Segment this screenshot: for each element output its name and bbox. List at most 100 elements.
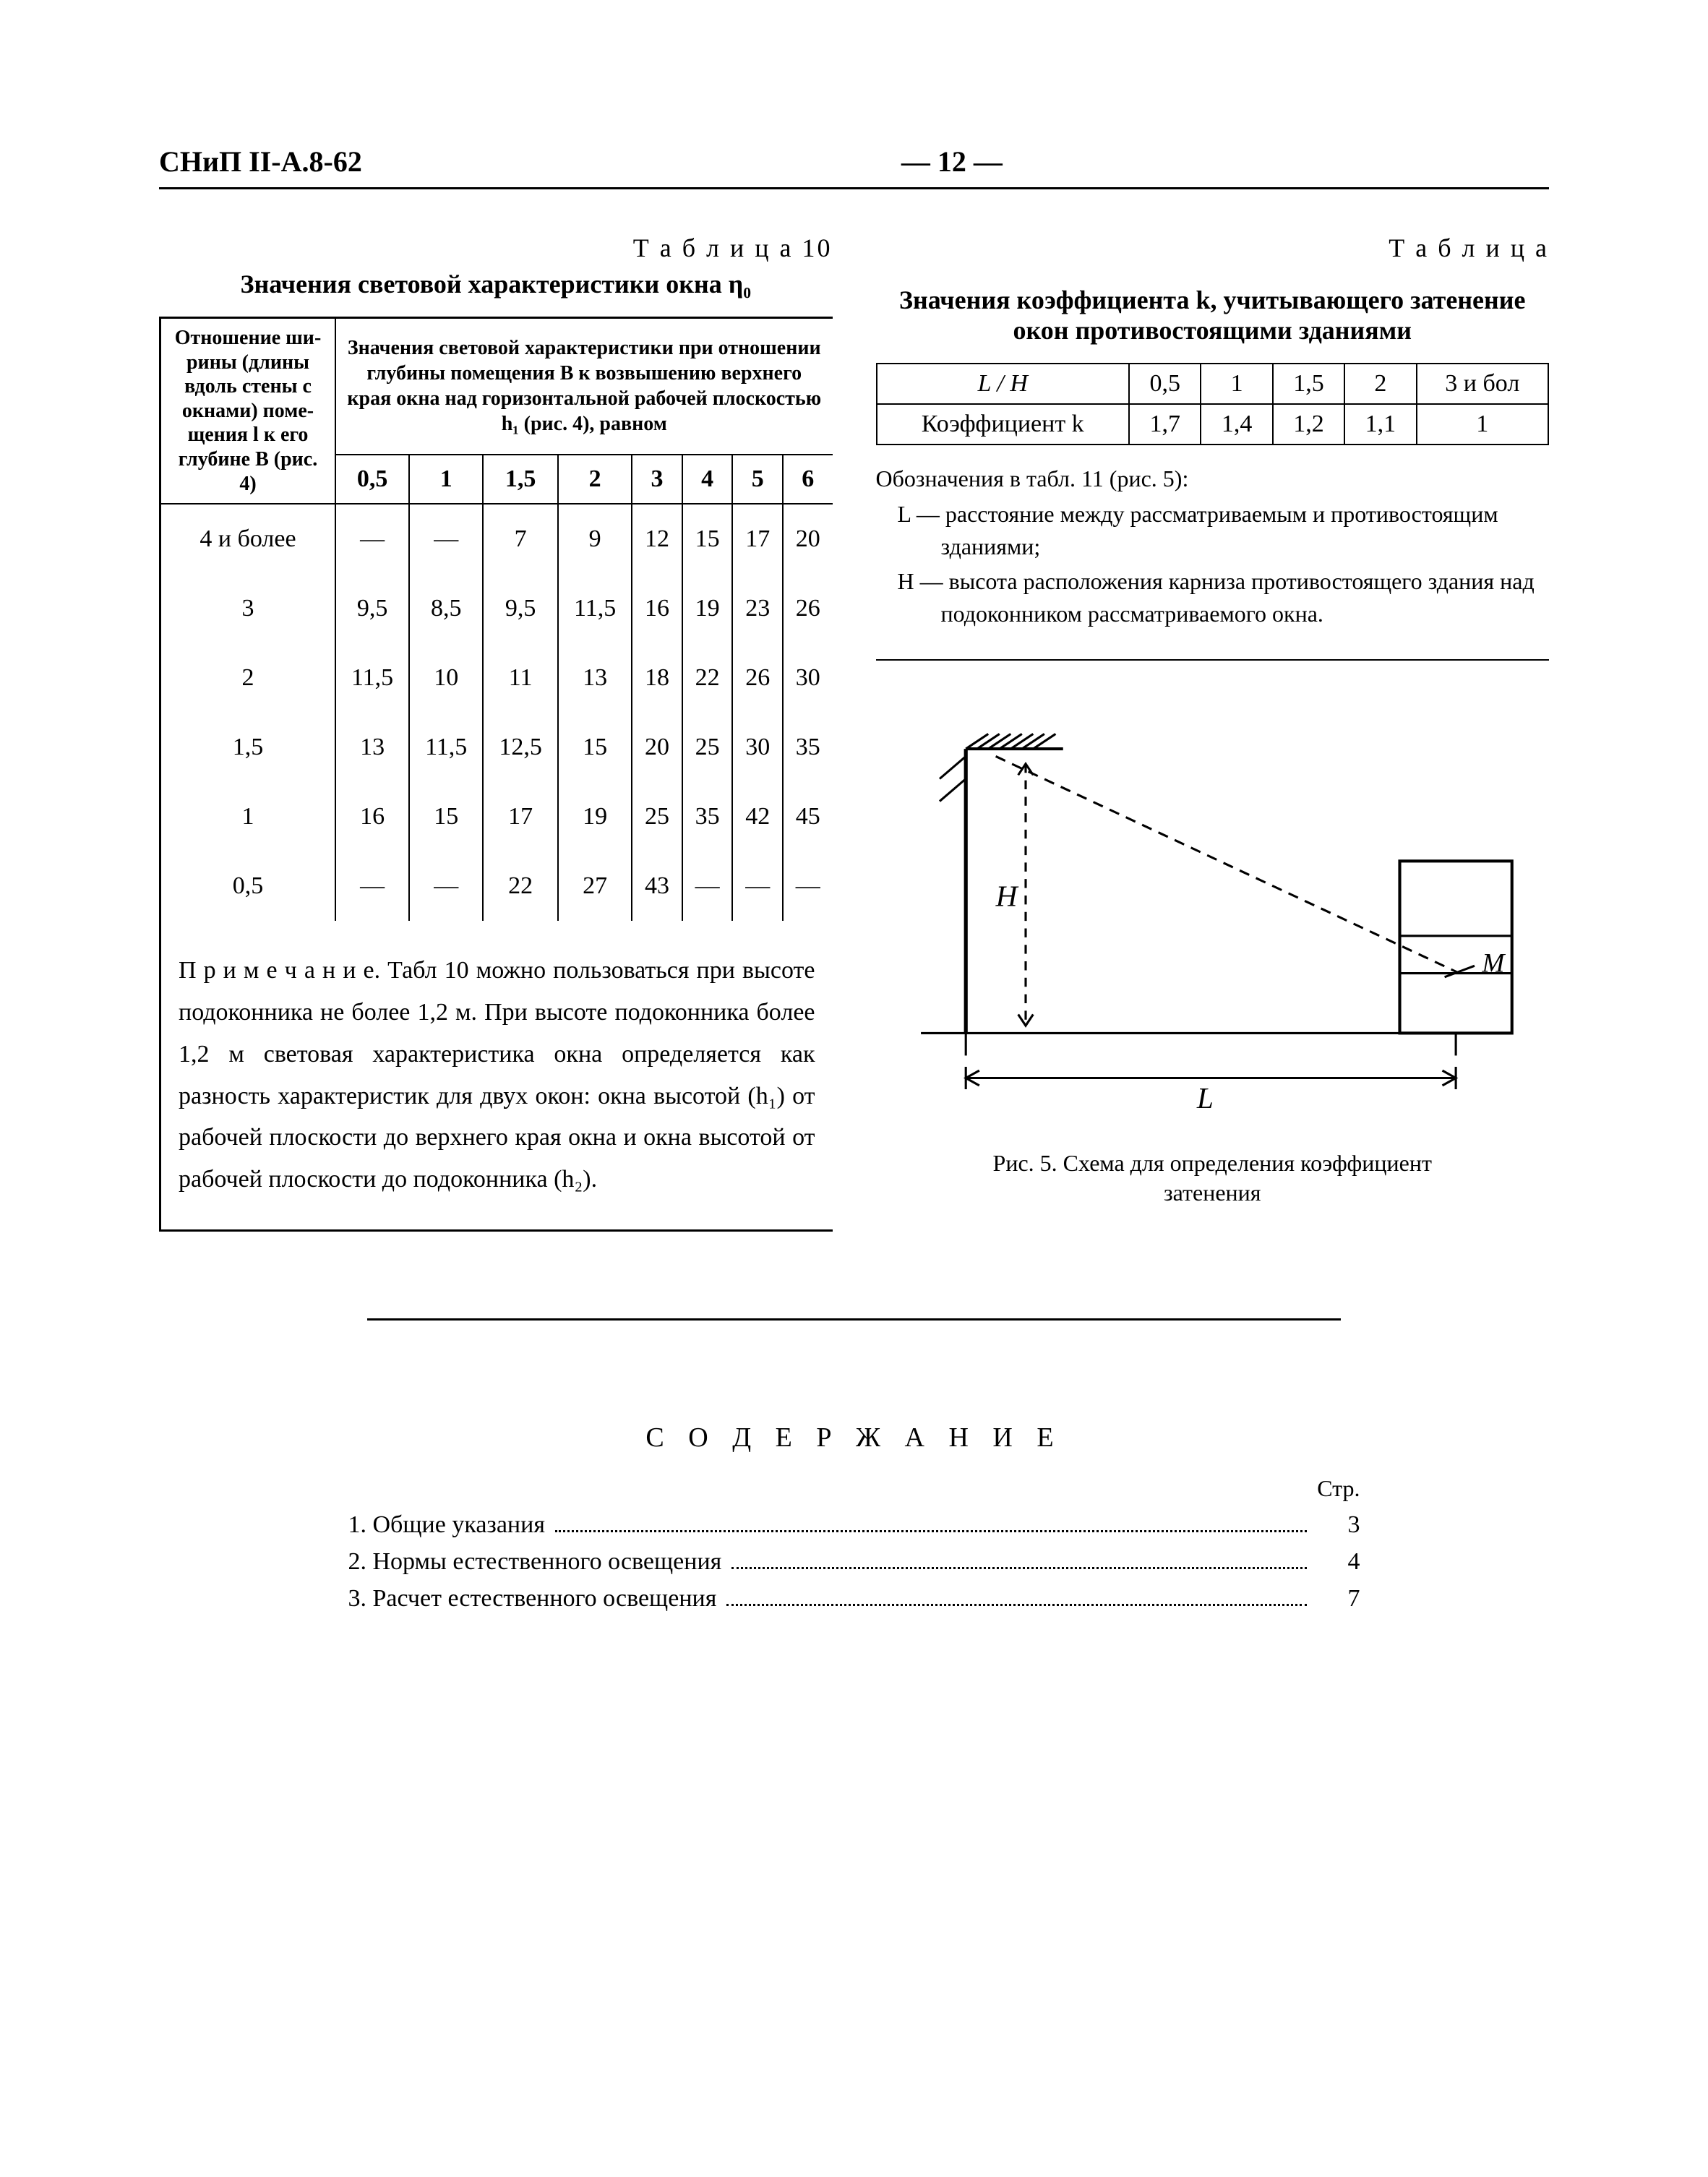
table-row: 39,58,59,511,516192326: [161, 574, 833, 643]
cell: 15: [682, 504, 733, 574]
cell: 10: [409, 643, 483, 713]
cell: 13: [335, 713, 409, 782]
t11-cell: 1,5: [1273, 364, 1344, 404]
mid-separator: [367, 1318, 1340, 1321]
cell: 42: [732, 782, 783, 851]
toc-item-text: 3. Расчет естественного освещения: [348, 1580, 717, 1617]
table-row: Коэффициент k 1,7 1,4 1,2 1,1 1: [877, 404, 1549, 445]
cell: 25: [682, 713, 733, 782]
table-row: 1,51311,512,51520253035: [161, 713, 833, 782]
cell: 9,5: [483, 574, 558, 643]
table10-groupheader: Значения световой характеристики при от­…: [335, 319, 833, 455]
cell: —: [682, 851, 733, 921]
cell: 11: [483, 643, 558, 713]
cell: 26: [732, 643, 783, 713]
row-label: 3: [161, 574, 335, 643]
toc-dots: [731, 1550, 1306, 1569]
figure5-caption: Рис. 5. Схема для определения коэффициен…: [876, 1148, 1550, 1208]
toc-dots: [726, 1586, 1306, 1606]
separator: [876, 659, 1550, 661]
table10-rowheader: Отношение ши­рины (длины вдоль стены с о…: [161, 319, 335, 504]
toc-item: 2. Нормы естественного освещения 4: [348, 1543, 1360, 1580]
cell: —: [335, 504, 409, 574]
cell: 19: [558, 782, 632, 851]
cell: 16: [632, 574, 682, 643]
col-label: 5: [732, 455, 783, 504]
row-label: 4 и более: [161, 504, 335, 574]
toc-item-text: 1. Общие указания: [348, 1506, 545, 1543]
cell: 9,5: [335, 574, 409, 643]
t11-cell: 1,1: [1344, 404, 1416, 445]
cell: 22: [483, 851, 558, 921]
toc-item: 1. Общие указания 3: [348, 1506, 1360, 1543]
doc-code: СНиП II-А.8-62: [159, 145, 362, 179]
table10-title: Значения световой характеристики окна η₀: [159, 269, 833, 299]
t11-cell: 1: [1201, 364, 1272, 404]
toc-item-text: 2. Нормы естественного освещения: [348, 1543, 722, 1580]
cell: 15: [558, 713, 632, 782]
col-label: 1: [409, 455, 483, 504]
table11-legend: Обозначения в табл. 11 (рис. 5): L — рас…: [876, 463, 1550, 630]
table10: Отношение ши­рины (длины вдоль стены с о…: [161, 319, 833, 921]
col-label: 6: [783, 455, 832, 504]
toc-dots: [555, 1513, 1307, 1532]
toc-page-label: Стр.: [348, 1475, 1360, 1502]
cell: —: [732, 851, 783, 921]
t11-cell: 2: [1344, 364, 1416, 404]
t11-cell: 0,5: [1129, 364, 1201, 404]
t11-cell: 3 и бол: [1417, 364, 1548, 404]
row-label: 2: [161, 643, 335, 713]
cell: —: [783, 851, 832, 921]
cell: 19: [682, 574, 733, 643]
col-label: 4: [682, 455, 733, 504]
cell: 12,5: [483, 713, 558, 782]
table10-label: Т а б л и ц а 10: [159, 233, 833, 263]
t11-cell: 1: [1417, 404, 1548, 445]
table-row: 211,510111318222630: [161, 643, 833, 713]
table-row: 11615171925354245: [161, 782, 833, 851]
table-row: 0,5——222743———: [161, 851, 833, 921]
cell: 26: [783, 574, 832, 643]
toc-item-page: 7: [1317, 1580, 1360, 1617]
cell: 11,5: [409, 713, 483, 782]
t11-row2-label: Коэффициент k: [877, 404, 1129, 445]
toc-item-page: 4: [1317, 1543, 1360, 1580]
cell: 45: [783, 782, 832, 851]
figure5-diagram: M H L: [876, 704, 1550, 1123]
legend-H: H — высота расположения карниза противос…: [876, 565, 1550, 630]
cell: 15: [409, 782, 483, 851]
fig-label-L: L: [1196, 1081, 1213, 1115]
cell: 20: [783, 504, 832, 574]
toc-item-page: 3: [1317, 1506, 1360, 1543]
table11-title: Значения коэффициента k, учитывающего за…: [876, 285, 1550, 345]
table-row: 4 и более——7912151720: [161, 504, 833, 574]
page-number: — 12 —: [901, 145, 1003, 179]
toc: Стр. 1. Общие указания32. Нормы естестве…: [348, 1475, 1360, 1617]
cell: 8,5: [409, 574, 483, 643]
cell: 22: [682, 643, 733, 713]
toc-title: С О Д Е Р Ж А Н И Е: [159, 1422, 1549, 1454]
col-label: 3: [632, 455, 682, 504]
cell: —: [335, 851, 409, 921]
cell: 27: [558, 851, 632, 921]
legend-intro: Обозначения в табл. 11 (рис. 5):: [876, 463, 1550, 495]
cell: 43: [632, 851, 682, 921]
table11-label: Т а б л и ц а: [876, 233, 1550, 263]
cell: 11,5: [558, 574, 632, 643]
cell: 25: [632, 782, 682, 851]
row-label: 0,5: [161, 851, 335, 921]
cell: —: [409, 851, 483, 921]
t11-row1-label: L / H: [877, 364, 1129, 404]
cell: 17: [483, 782, 558, 851]
page-header: СНиП II-А.8-62 — 12 — .: [159, 145, 1549, 189]
toc-item: 3. Расчет естественного освещения 7: [348, 1580, 1360, 1617]
cell: 35: [783, 713, 832, 782]
col-label: 2: [558, 455, 632, 504]
cell: 9: [558, 504, 632, 574]
cell: 18: [632, 643, 682, 713]
row-label: 1,5: [161, 713, 335, 782]
table-row: L / H 0,5 1 1,5 2 3 и бол: [877, 364, 1549, 404]
cell: 7: [483, 504, 558, 574]
cell: 17: [732, 504, 783, 574]
cell: 12: [632, 504, 682, 574]
